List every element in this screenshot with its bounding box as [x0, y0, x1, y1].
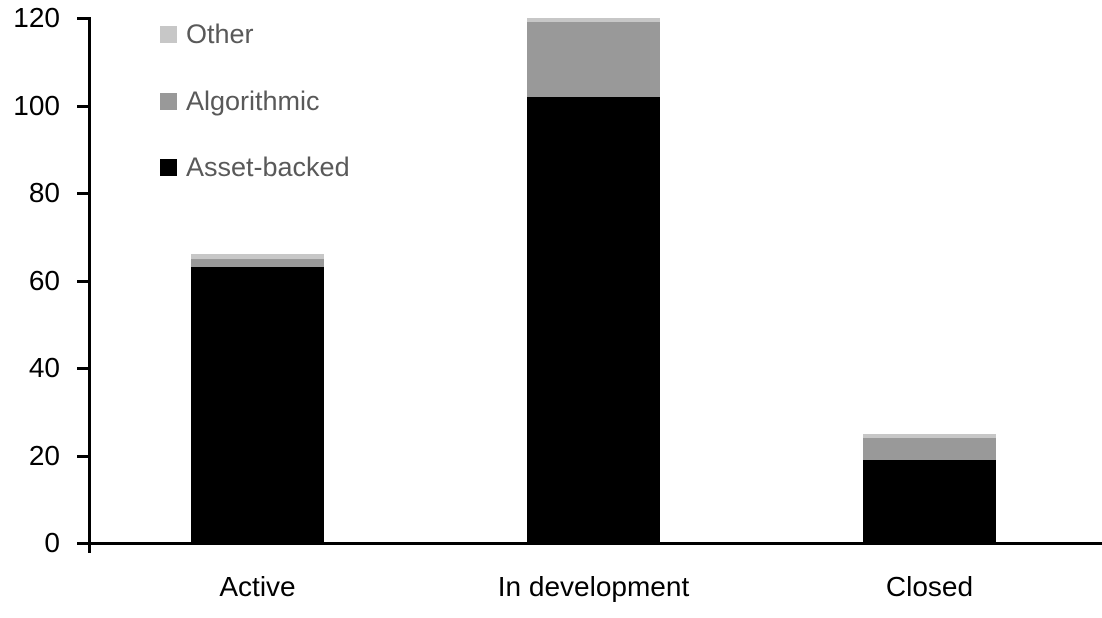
- legend-item-asset-backed: Asset-backed: [160, 152, 350, 182]
- bar-segment-algorithmic-active: [191, 258, 324, 268]
- category-label-in-development: In development: [497, 571, 690, 602]
- bar-segment-asset-backed-closed: [863, 459, 996, 543]
- y-tick-label: 0: [44, 527, 60, 558]
- bar-segment-other-closed: [863, 433, 996, 438]
- y-tick-label: 60: [28, 264, 60, 296]
- legend-swatch-asset-backed-icon: [160, 158, 177, 176]
- legend-label-other: Other: [186, 19, 254, 49]
- y-axis-tick: [77, 17, 89, 20]
- legend-swatch-other-icon: [160, 25, 177, 43]
- y-axis-tick: [77, 279, 89, 283]
- category-label-active: Active: [219, 571, 296, 602]
- legend-item-other: Other: [160, 19, 254, 49]
- legend-item-algorithmic: Algorithmic: [160, 86, 320, 116]
- y-axis-tick: [77, 454, 89, 458]
- bar-segment-asset-backed-in-development: [527, 96, 660, 543]
- y-tick-label: 80: [28, 177, 60, 208]
- category-label-closed: Closed: [885, 571, 974, 602]
- bar-segment-algorithmic-in-development: [527, 22, 660, 97]
- y-axis: [88, 17, 91, 544]
- x-axis: [77, 542, 1102, 545]
- y-tick-label: 100: [13, 89, 60, 121]
- legend-label-asset-backed: Asset-backed: [186, 152, 350, 182]
- y-tick-label: 20: [28, 439, 60, 471]
- bar-segment-algorithmic-closed: [863, 438, 996, 460]
- bar-segment-asset-backed-active: [191, 267, 324, 543]
- y-tick-label: 120: [13, 2, 60, 33]
- y-axis-tick: [77, 192, 89, 195]
- bar-segment-other-in-development: [527, 18, 660, 23]
- legend-swatch-algorithmic-icon: [160, 92, 177, 110]
- y-axis-tick: [77, 104, 89, 108]
- bar-segment-other-active: [191, 254, 324, 259]
- y-axis-tick: [77, 542, 89, 545]
- y-axis-tick: [77, 367, 89, 370]
- y-tick-label: 40: [28, 352, 60, 383]
- x-axis-origin-tick: [88, 543, 91, 553]
- legend: Other Algorithmic Asset-backed: [0, 0, 420, 200]
- legend-label-algorithmic: Algorithmic: [186, 86, 320, 116]
